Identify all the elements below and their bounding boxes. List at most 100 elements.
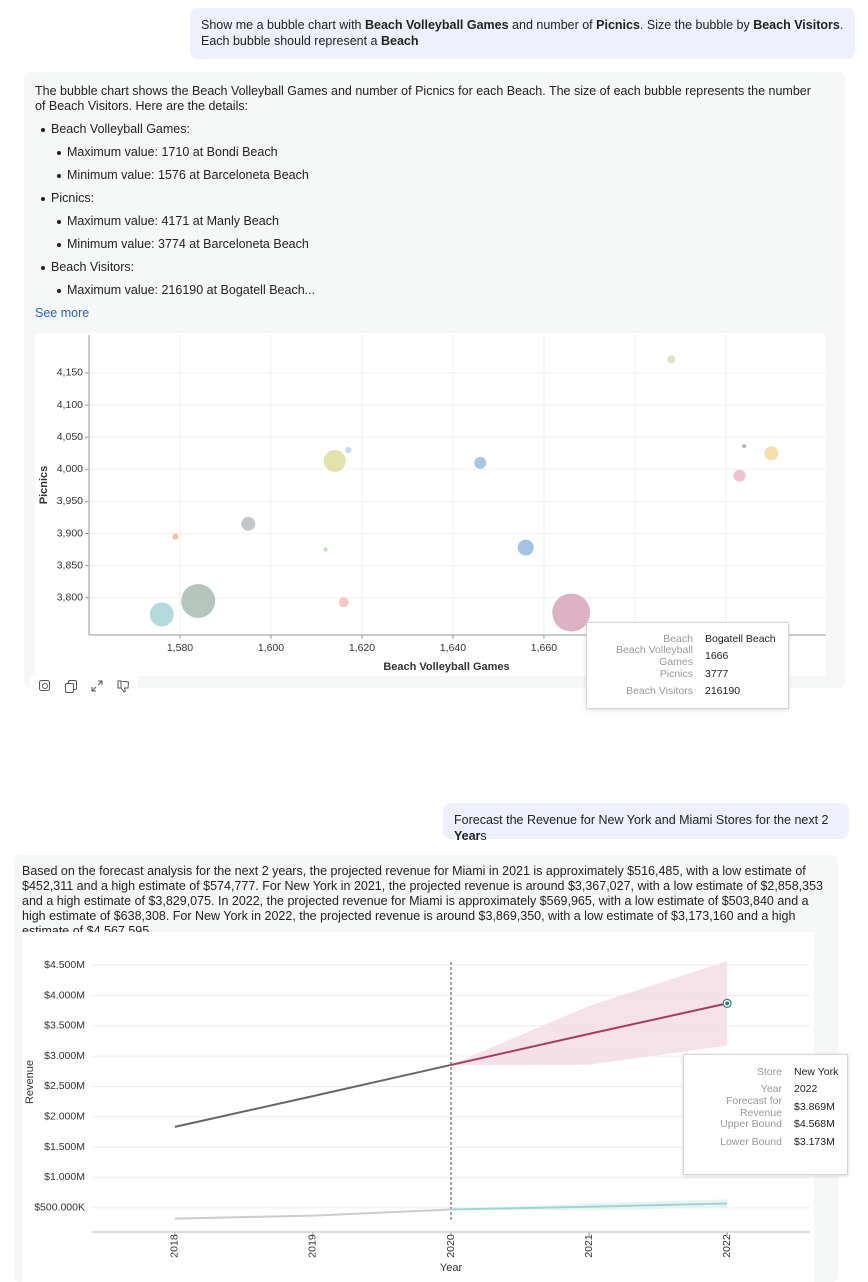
answer-list: Beach Volleyball Games: Maximum value: 17… (35, 122, 815, 298)
forecast-band (451, 961, 728, 1065)
tooltip: Store New York Year 2022 Forecast for Revenu… (683, 1054, 848, 1175)
prompt-text: Beach Volleyball Games (364, 18, 509, 32)
tooltip-key: Year (760, 1083, 782, 1096)
prompt-text: Show me a bubble chart with (201, 18, 365, 32)
tooltip-value: 2022 (794, 1083, 818, 1096)
x-tick-label: 1,580 (167, 642, 193, 654)
bullet-text: Beach Volleyball Games: (51, 122, 190, 136)
tooltip-key: Upper Bound (720, 1118, 782, 1131)
expand-icon[interactable] (90, 679, 104, 693)
hover-point (725, 1001, 730, 1006)
sub-list: Maximum value: 4171 at Manly Beach Minimu… (51, 214, 815, 252)
y-tick-label: $3.000M (44, 1050, 85, 1062)
see-more-link[interactable]: See more (35, 306, 90, 320)
tooltip-value: 1666 (705, 650, 729, 663)
y-tick-label: 3,900 (57, 527, 83, 539)
bubble (517, 539, 534, 556)
tooltip-key: Beach Visitors (626, 685, 693, 698)
x-tick-label: 1,640 (440, 642, 466, 654)
bullet-item: Beach Visitors: Maximum value: 216190 at … (41, 260, 815, 298)
bubble (764, 446, 779, 461)
series-line (174, 1063, 452, 1128)
y-tick-label: $1.000M (44, 1171, 85, 1183)
x-tick-label: 1,600 (258, 642, 284, 654)
x-axis-title: Year (440, 1262, 463, 1274)
sub-bullet-item: Maximum value: 1710 at Bondi Beach (57, 145, 815, 160)
bullet-item: Beach Volleyball Games: Maximum value: 17… (41, 122, 815, 183)
series-line (174, 1208, 452, 1220)
prompt-text: . Each bubble should represent a (201, 18, 844, 48)
y-tick-label: 4,000 (57, 463, 83, 475)
answer-intro: The bubble chart shows the Beach Volleyb… (35, 84, 811, 113)
bullet-item: Picnics: Maximum value: 4171 at Manly Bea… (41, 191, 815, 252)
prompt-text: Beach (381, 34, 419, 48)
answer-text: Based on the forecast analysis for the n… (22, 864, 830, 939)
prompt-text: s (480, 829, 487, 843)
y-tick-label: 3,950 (57, 495, 83, 507)
tooltip-value: Bogatell Beach (705, 632, 776, 645)
answer-paragraph: Based on the forecast analysis for the n… (22, 864, 824, 938)
prompt-text: Beach Visitors (753, 18, 840, 32)
y-tick-label: 4,100 (57, 399, 83, 411)
y-tick-label: $4.000M (44, 989, 85, 1001)
x-axis-title: Beach Volleyball Games (383, 661, 509, 673)
tooltip-row: Picnics 3777 (587, 665, 788, 683)
bubble (733, 469, 746, 482)
tooltip-row: Beach Volleyball Games 1666 (587, 644, 788, 668)
y-tick-label: $2.000M (44, 1111, 85, 1123)
copy-icon[interactable] (64, 679, 78, 693)
tooltip-value: 3777 (705, 667, 729, 680)
y-tick-label: $4.500M (44, 959, 85, 971)
series-line (450, 1202, 728, 1211)
sub-list: Maximum value: 1710 at Bondi Beach Minimu… (51, 145, 815, 183)
tooltip-key: Lower Bound (720, 1135, 782, 1148)
x-tick-label: 2020 (445, 1234, 457, 1258)
y-tick-label: 3,800 (57, 592, 83, 604)
x-tick-label: 2021 (583, 1234, 595, 1258)
tooltip: Beach Bogatell Beach Beach Volleyball Game… (586, 622, 789, 709)
sub-list: Maximum value: 216190 at Bogatell Beach.… (51, 283, 815, 298)
x-tick-label: 1,620 (349, 642, 375, 654)
prompt-text: and number of (508, 18, 597, 32)
sub-bullet-item: Minimum value: 3774 at Barceloneta Beach (57, 237, 815, 252)
line-chart: $500.000K $1.000M $1.500M $2.000M $2.500M $3.… (24, 959, 810, 1274)
y-axis-title: Picnics (38, 466, 50, 505)
bubble (181, 583, 216, 618)
tooltip-value: $4.568M (794, 1118, 835, 1131)
user-prompt: Show me a bubble chart with Beach Volley… (190, 8, 855, 59)
y-tick-label: $500.000K (34, 1202, 85, 1214)
tooltip-row: Forecast for Revenue $3.869M (684, 1094, 847, 1119)
bubble (338, 597, 349, 608)
answer-text: The bubble chart shows the Beach Volleyb… (35, 84, 815, 321)
sub-bullet-item: Maximum value: 216190 at Bogatell Beach.… (57, 283, 815, 298)
inspect-icon[interactable] (38, 679, 52, 693)
y-tick-label: $1.500M (44, 1141, 85, 1153)
tooltip-row: Store New York (684, 1063, 847, 1081)
y-tick-label: $2.500M (44, 1080, 85, 1092)
tooltip-key: Beach (663, 632, 693, 645)
bubble-chart: 1,5801,6001,6201,6401,6601,6801,7003,800… (38, 335, 826, 673)
tooltip-row: Year 2022 (684, 1081, 847, 1099)
series-line (450, 1002, 728, 1066)
tooltip-key: Forecast for Revenue (725, 1094, 782, 1119)
tooltip-row: Lower Bound $3.173M (684, 1133, 847, 1151)
bullet-text: Beach Visitors: (51, 260, 135, 274)
bubble (474, 456, 487, 469)
tooltip-row: Upper Bound $4.568M (684, 1116, 847, 1134)
tooltip-key: Beach Volleyball Games (615, 644, 693, 669)
x-tick-label: 2019 (307, 1234, 319, 1258)
y-tick-label: $3.500M (44, 1020, 85, 1032)
prompt-text: Picnics (596, 18, 640, 32)
tooltip-value: New York (794, 1065, 839, 1078)
y-tick-label: 4,150 (57, 367, 83, 379)
sub-bullet-item: Maximum value: 4171 at Manly Beach (57, 214, 815, 229)
dislike-icon[interactable] (116, 679, 130, 693)
bubble (667, 355, 676, 364)
x-tick-label: 2022 (721, 1234, 733, 1258)
y-tick-label: 3,850 (57, 559, 83, 571)
bubble (323, 547, 328, 552)
prompt-text: Year (454, 829, 481, 843)
tooltip-row: Beach Visitors 216190 (587, 683, 788, 701)
